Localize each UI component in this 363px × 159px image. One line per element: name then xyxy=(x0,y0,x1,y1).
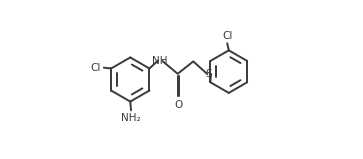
Text: O: O xyxy=(174,100,183,110)
Text: NH: NH xyxy=(152,56,168,66)
Text: Cl: Cl xyxy=(222,31,232,41)
Text: Cl: Cl xyxy=(90,63,101,73)
Text: S: S xyxy=(206,69,212,79)
Text: NH₂: NH₂ xyxy=(121,113,141,123)
